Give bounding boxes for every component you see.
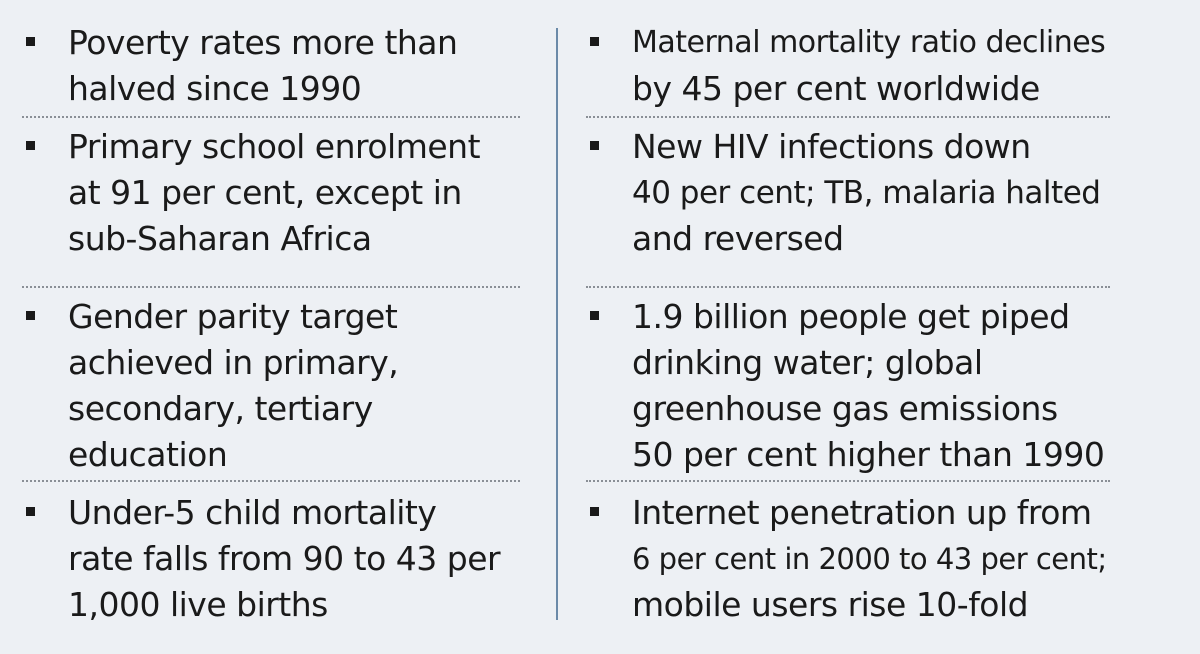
item-line: greenhouse gas emissions [632,389,1058,428]
item-line: 1,000 live births [68,585,328,624]
item-line: New HIV infections down [632,127,1031,166]
left-column: Poverty rates more than halved since 199… [22,20,520,632]
item-line: sub-Saharan Africa [68,219,372,258]
square-bullet-icon [590,507,599,516]
item-line: drinking water; global [632,343,983,382]
square-bullet-icon [26,311,35,320]
item-line: mobile users rise 10-fold [632,585,1029,624]
item-line: secondary, tertiary [68,389,373,428]
square-bullet-icon [26,141,35,150]
item-line: 50 per cent higher than 1990 [632,435,1105,474]
square-bullet-icon [590,141,599,150]
square-bullet-icon [26,507,35,516]
square-bullet-icon [590,37,599,46]
list-item: Poverty rates more than halved since 199… [22,20,520,118]
item-line: Maternal mortality ratio declines [632,25,1106,60]
item-line: Poverty rates more than [68,23,458,62]
item-line: halved since 1990 [68,69,362,108]
list-item: New HIV infections down 40 per cent; TB,… [586,118,1110,288]
item-line: Under-5 child mortality [68,493,437,532]
item-line: 1.9 billion people get piped [632,297,1070,336]
list-item: Gender parity target achieved in primary… [22,288,520,482]
item-line: 40 per cent; TB, malaria halted [632,175,1101,211]
item-line: Internet penetration up from [632,493,1092,532]
list-item: Primary school enrolment at 91 per cent,… [22,118,520,288]
list-item: Under-5 child mortality rate falls from … [22,482,520,632]
item-line: achieved in primary, [68,343,399,382]
item-line: by 45 per cent worldwide [632,69,1040,108]
list-item: 1.9 billion people get piped drinking wa… [586,288,1110,482]
item-line: at 91 per cent, except in [68,173,462,212]
item-line: and reversed [632,219,844,258]
item-line: Primary school enrolment [68,127,481,166]
square-bullet-icon [26,37,35,46]
item-line: education [68,435,228,474]
column-divider [556,28,558,620]
item-line: 6 per cent in 2000 to 43 per cent; [632,542,1107,576]
list-item: Maternal mortality ratio declines by 45 … [586,20,1110,118]
item-line: rate falls from 90 to 43 per [68,539,501,578]
square-bullet-icon [590,311,599,320]
right-column: Maternal mortality ratio declines by 45 … [586,20,1110,632]
list-item: Internet penetration up from 6 per cent … [586,482,1110,632]
item-line: Gender parity target [68,297,398,336]
